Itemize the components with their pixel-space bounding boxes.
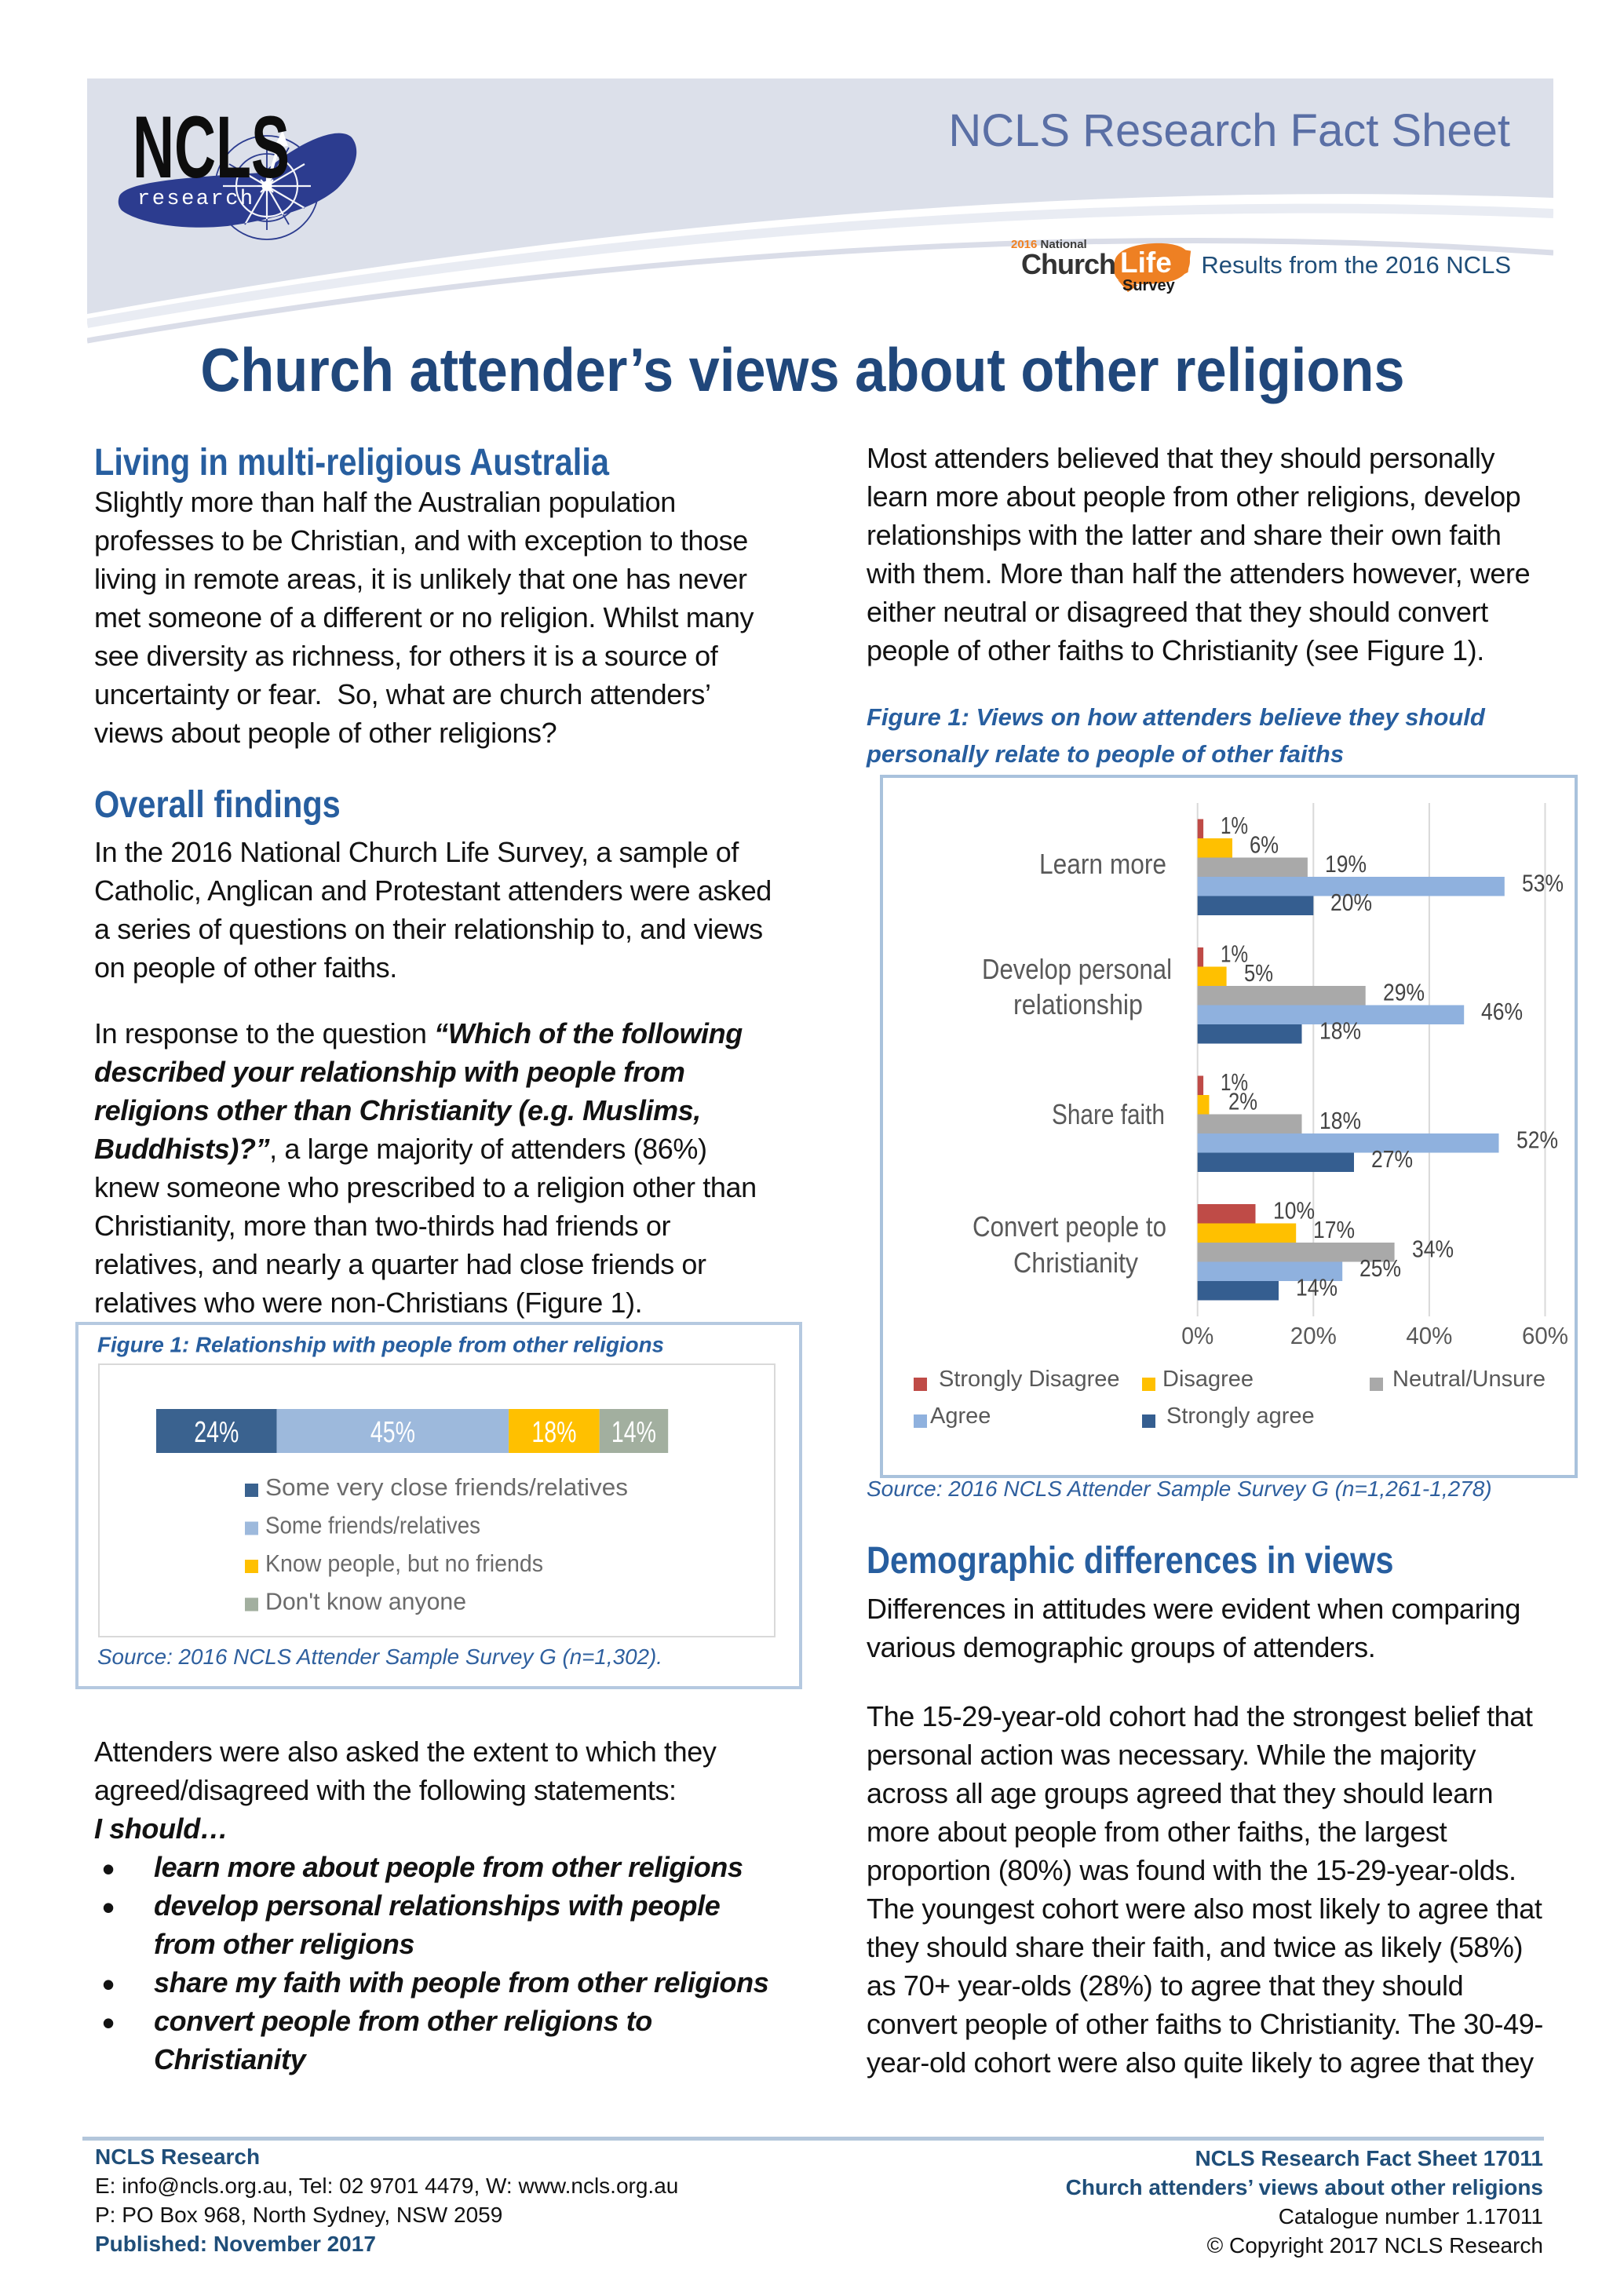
svg-text:24%: 24% [194,1416,239,1449]
svg-text:Christianity: Christianity [1013,1247,1138,1279]
svg-text:0%: 0% [1181,1322,1213,1349]
svg-text:29%: 29% [1383,979,1425,1006]
svg-text:60%: 60% [1522,1322,1568,1349]
svg-text:Strongly Disagree: Strongly Disagree [939,1367,1120,1392]
svg-text:Learn more: Learn more [1039,848,1166,880]
svg-text:5%: 5% [1244,959,1273,987]
svg-text:Neutral/Unsure: Neutral/Unsure [1392,1367,1546,1392]
svg-text:Share faith: Share faith [1052,1098,1165,1130]
svg-text:18%: 18% [531,1416,576,1449]
svg-text:20%: 20% [1330,889,1372,916]
svg-text:6%: 6% [1250,831,1279,859]
svg-text:45%: 45% [370,1416,415,1449]
svg-text:10%: 10% [1273,1197,1315,1225]
svg-text:Some friends/relatives: Some friends/relatives [265,1512,480,1539]
svg-text:Figure 1: Relationship with pe: Figure 1: Relationship with people from … [97,1333,664,1357]
svg-text:Disagree: Disagree [1162,1367,1254,1392]
svg-text:NCLS: NCLS [133,98,290,196]
svg-text:17%: 17% [1313,1216,1355,1243]
svg-text:19%: 19% [1325,850,1367,878]
svg-text:52%: 52% [1516,1126,1558,1154]
svg-text:46%: 46% [1481,998,1523,1025]
svg-text:relationship: relationship [1013,988,1143,1020]
svg-text:14%: 14% [611,1416,656,1449]
svg-text:20%: 20% [1290,1322,1337,1349]
svg-text:Some very close friends/relati: Some very close friends/relatives [265,1473,628,1501]
svg-text:25%: 25% [1359,1254,1401,1282]
svg-text:34%: 34% [1412,1236,1454,1263]
svg-text:1%: 1% [1221,812,1248,839]
svg-text:53%: 53% [1522,870,1564,897]
svg-text:1%: 1% [1221,1068,1248,1096]
svg-text:Agree: Agree [930,1404,991,1429]
svg-text:Convert people to: Convert people to [973,1210,1166,1243]
svg-text:2%: 2% [1228,1088,1257,1115]
svg-text:18%: 18% [1319,1017,1361,1045]
svg-text:Know people, but no friends: Know people, but no friends [265,1550,543,1577]
svg-text:Develop personal: Develop personal [982,953,1172,985]
svg-text:40%: 40% [1406,1322,1452,1349]
svg-text:Source: 2016 NCLS Attender Sam: Source: 2016 NCLS Attender Sample Survey… [97,1644,662,1669]
svg-text:14%: 14% [1296,1274,1338,1301]
svg-text:research: research [137,188,255,211]
svg-text:Don't know anyone: Don't know anyone [265,1588,466,1615]
svg-text:27%: 27% [1371,1145,1413,1173]
svg-text:1%: 1% [1221,940,1248,968]
svg-text:Strongly agree: Strongly agree [1166,1404,1315,1429]
svg-text:18%: 18% [1319,1107,1361,1134]
